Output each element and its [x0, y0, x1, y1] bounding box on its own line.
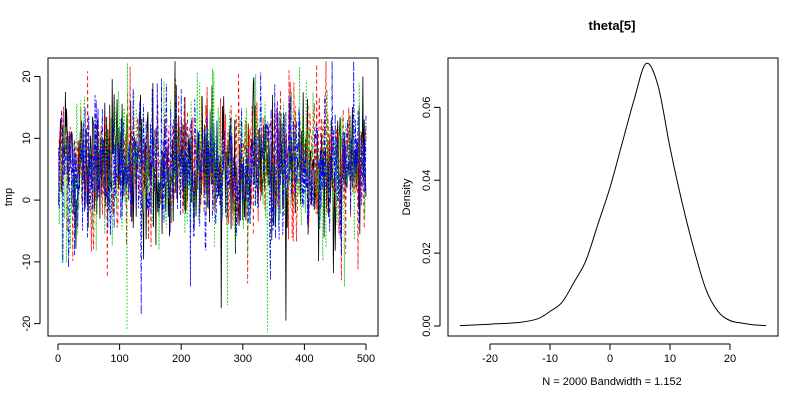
trace-series-line-4	[58, 61, 367, 315]
trace-x-tick-label: 0	[55, 353, 61, 365]
density-y-tick-label: 0.02	[421, 242, 433, 263]
trace-y-tick-label: 10	[21, 132, 33, 144]
trace-y-tick-label: -20	[21, 316, 33, 332]
density-y-tick-label: 0.06	[421, 97, 433, 118]
trace-y-tick-label: 0	[21, 197, 33, 203]
density-x-tick-label: 10	[664, 353, 676, 365]
density-x-axis: -20 -10 0 10 20	[482, 343, 736, 365]
density-curve	[459, 62, 767, 327]
trace-series-group	[58, 61, 367, 333]
trace-plot-frame	[47, 57, 379, 337]
trace-y-axis: -20 -10 0 10 20	[21, 70, 41, 332]
density-x-label: N = 2000 Bandwidth = 1.152	[542, 376, 681, 388]
trace-y-tick-label: -10	[21, 254, 33, 270]
density-y-label: Density	[401, 178, 413, 215]
density-y-tick-label: 0.00	[421, 315, 433, 336]
trace-plot-panel: 0 100 200 300 400 500 -20 -10 0 10 20 tmp	[3, 57, 379, 365]
density-title: theta[5]	[589, 18, 636, 33]
trace-y-tick-label: 20	[21, 70, 33, 82]
trace-x-axis: 0 100 200 300 400 500	[55, 343, 375, 365]
trace-series-line-3	[58, 62, 367, 333]
density-y-tick-label: 0.04	[421, 170, 433, 191]
trace-x-tick-label: 500	[357, 353, 375, 365]
trace-x-tick-label: 100	[110, 353, 128, 365]
trace-y-label: tmp	[3, 188, 15, 206]
density-x-tick-label: -10	[542, 353, 558, 365]
trace-x-tick-label: 200	[172, 353, 190, 365]
density-plot-frame	[447, 57, 779, 337]
density-x-tick-label: 0	[607, 353, 613, 365]
density-x-tick-label: -20	[482, 353, 498, 365]
density-plot-panel: theta[5] -20 -10 0 10 20 0.00 0.02 0.04 0.06 N …	[401, 18, 779, 388]
density-x-tick-label: 20	[724, 353, 736, 365]
density-y-axis: 0.00 0.02 0.04 0.06	[421, 97, 441, 337]
trace-x-tick-label: 400	[295, 353, 313, 365]
trace-x-tick-label: 300	[234, 353, 252, 365]
